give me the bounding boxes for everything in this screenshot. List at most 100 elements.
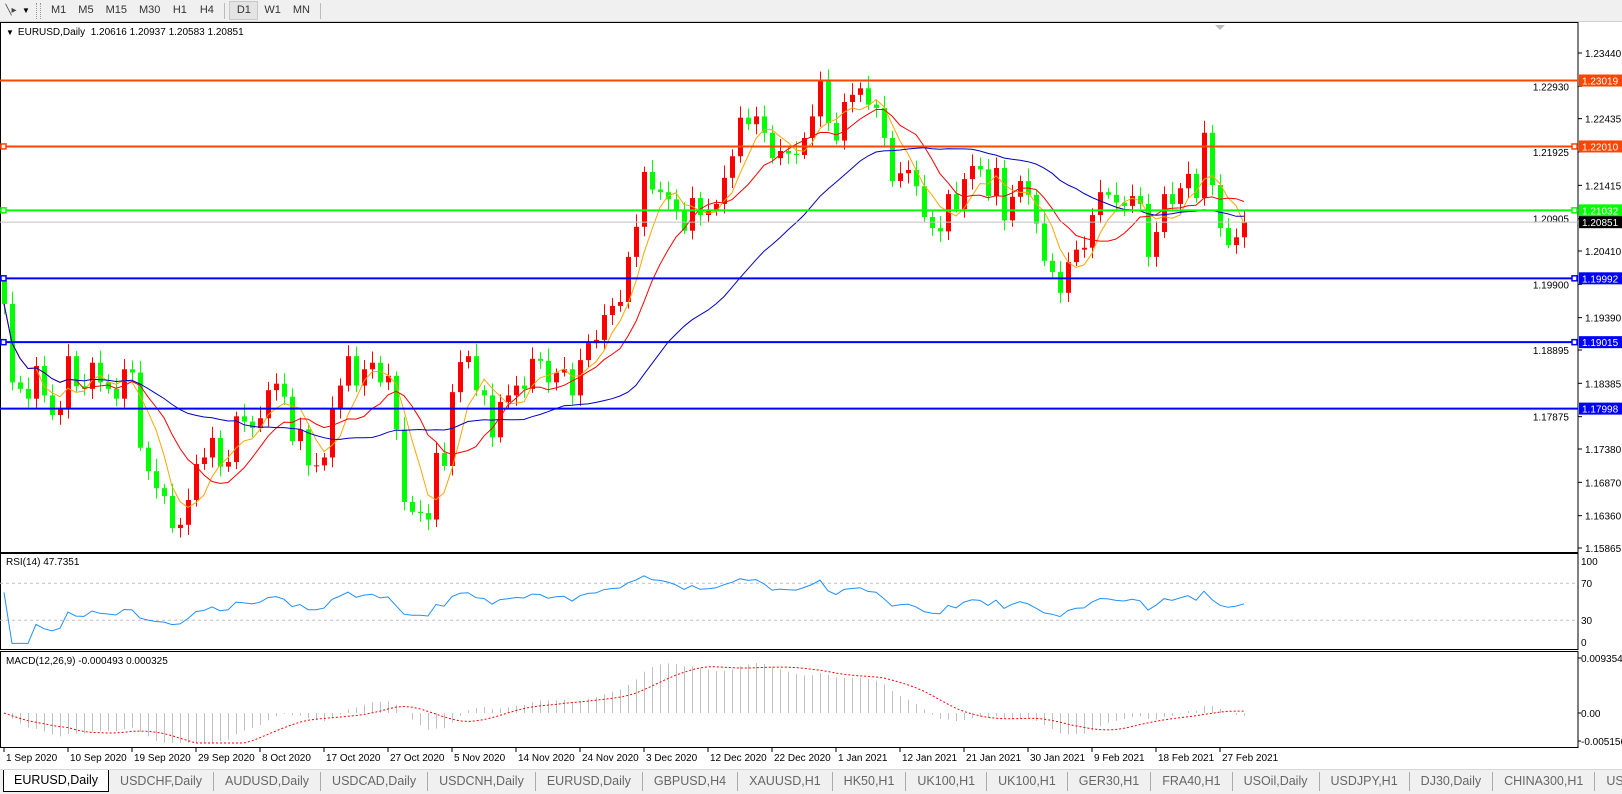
price-chart[interactable]: 1.23440 1.22930 1.22435 1.21925 1.21415 1.209… — [0, 22, 1622, 769]
chart-tab[interactable]: USDJPY,H1 — [1320, 772, 1410, 791]
toolbar-grip[interactable] — [36, 2, 41, 19]
candle-body — [314, 465, 319, 467]
chart-tab[interactable]: GER30,H1 — [1068, 772, 1152, 791]
candle — [1154, 221, 1159, 267]
candle — [1170, 182, 1175, 211]
candle-body — [1234, 237, 1239, 246]
candle — [434, 442, 439, 528]
level-anchor-handle — [0, 275, 7, 282]
candle — [82, 373, 87, 396]
timeframe-mn-button[interactable]: MN — [292, 4, 310, 16]
chart-tab[interactable]: XAUUSD,H1 — [738, 772, 833, 791]
chart-tab[interactable]: FRA40,H1 — [1151, 772, 1233, 791]
candle-body — [194, 464, 199, 500]
timeframe-m30-button[interactable]: M30 — [138, 4, 161, 16]
candle-body — [714, 203, 719, 212]
x-tick-label: 24 Nov 2020 — [582, 753, 639, 764]
candle-body — [162, 488, 167, 497]
candle-body — [34, 366, 39, 399]
candle-body — [546, 360, 551, 383]
x-tick-label: 22 Dec 2020 — [774, 753, 831, 764]
caret-down-icon[interactable]: ▼ — [6, 28, 14, 37]
candle-body — [386, 375, 391, 383]
chart-tab[interactable]: HK50,H1 — [833, 772, 907, 791]
candle-body — [426, 513, 431, 520]
chart-tab[interactable]: GBPUSD,H4 — [643, 772, 739, 791]
candle-body — [506, 395, 511, 402]
timeframe-d1-button[interactable]: D1 — [229, 1, 259, 20]
level-price-label: 1.17998 — [1582, 405, 1619, 416]
main-pane-frame — [0, 22, 1579, 553]
candle — [322, 452, 327, 471]
level-anchor-handle — [0, 338, 7, 346]
level-anchor-handle — [0, 143, 7, 150]
candle-body — [954, 194, 959, 210]
candle-body — [1010, 196, 1015, 221]
timeframe-h1-button[interactable]: H1 — [172, 4, 187, 16]
timeframe-m1-button[interactable]: M1 — [51, 4, 67, 16]
candle-body — [434, 452, 439, 520]
chart-tab[interactable]: AUDUSD,Daily — [214, 772, 322, 791]
candle-body — [410, 501, 415, 512]
timeframe-h4-button[interactable]: H4 — [199, 4, 214, 16]
chart-tab[interactable]: UK100,H1 — [906, 772, 988, 791]
candle — [794, 141, 799, 164]
candle-body — [26, 388, 31, 399]
candle — [842, 93, 847, 150]
candle-body — [1114, 194, 1119, 203]
level-price-badge — [1579, 74, 1622, 87]
chart-tab[interactable]: UK100,H1 — [987, 772, 1068, 791]
candle-body — [1042, 223, 1047, 261]
candle — [1082, 236, 1087, 258]
candle-body — [250, 421, 255, 429]
candle-body — [562, 369, 567, 373]
candle — [866, 75, 871, 110]
timeframe-m15-button[interactable]: M15 — [105, 4, 127, 16]
line-tool-icon[interactable]: ╲▸ — [5, 5, 17, 16]
chevron-down-icon[interactable]: ▼ — [22, 6, 30, 15]
candle-body — [1098, 192, 1103, 216]
toolbar-separator — [319, 2, 321, 19]
chart-tab[interactable]: EURUSD,Daily — [3, 770, 110, 792]
candle-body — [1154, 232, 1159, 257]
candle — [778, 138, 783, 166]
candle-body — [90, 362, 95, 389]
candle — [922, 175, 927, 222]
chart-title: ▼ EURUSD,Daily 1.20616 1.20937 1.20583 1.… — [6, 27, 244, 38]
timeframe-m5-button[interactable]: M5 — [78, 4, 94, 16]
chart-tab[interactable]: USDCNH,Daily — [428, 772, 536, 791]
candle-body — [338, 385, 343, 409]
chart-tab[interactable]: EURUSD,Daily — [536, 772, 643, 791]
chart-tab[interactable]: USDCAD,Daily — [321, 772, 429, 791]
candle — [178, 517, 183, 538]
candle — [538, 352, 543, 369]
x-tick-label: 1 Sep 2020 — [6, 753, 58, 764]
moving-average-line — [3, 109, 1245, 484]
level-anchor-handle — [1571, 143, 1578, 150]
candle-body — [474, 356, 479, 391]
x-tick-label: 8 Oct 2020 — [262, 753, 311, 764]
chart-tab[interactable]: CHINA300,H1 — [1493, 772, 1596, 791]
candle-body — [522, 385, 527, 389]
candle-body — [946, 194, 951, 232]
candle-body — [306, 429, 311, 466]
chart-tab[interactable]: USOil,Daily — [1233, 772, 1320, 791]
chart-tab[interactable]: USDCHF,Daily — [109, 772, 214, 791]
candle — [898, 162, 903, 188]
timeframe-w1-button[interactable]: W1 — [264, 4, 281, 16]
candle — [210, 426, 215, 468]
candle — [1226, 218, 1231, 249]
candle — [642, 166, 647, 237]
candle — [650, 159, 655, 195]
candle — [354, 346, 359, 393]
y-tick-label: 1.15865 — [1585, 544, 1622, 555]
candle-body — [50, 395, 55, 416]
y-tick-label: 1.20410 — [1585, 247, 1622, 258]
chart-tab[interactable]: USOil, — [1595, 772, 1622, 791]
candle-body — [138, 372, 143, 448]
chart-tab[interactable]: DJ30,Daily — [1410, 772, 1494, 791]
candle-body — [850, 94, 855, 103]
candle-body — [1002, 168, 1007, 221]
candle — [162, 483, 167, 504]
y-tick-label: 1.16870 — [1585, 478, 1622, 489]
